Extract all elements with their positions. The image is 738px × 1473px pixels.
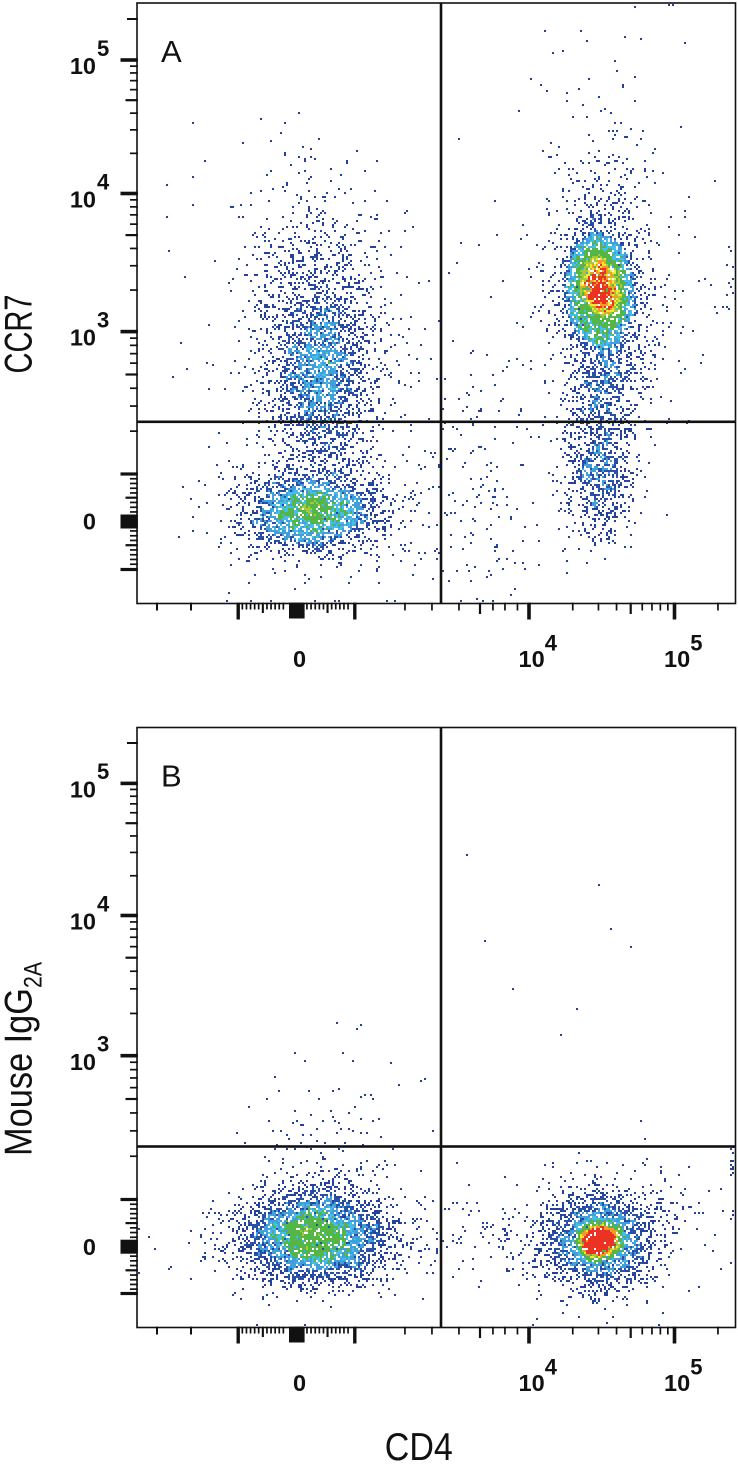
- svg-text:10: 10: [70, 777, 96, 803]
- svg-text:CCR7: CCR7: [0, 295, 41, 374]
- svg-text:10: 10: [70, 325, 96, 351]
- svg-text:5: 5: [690, 630, 702, 655]
- svg-text:5: 5: [97, 36, 109, 61]
- svg-text:CD4: CD4: [385, 1426, 453, 1468]
- svg-text:10: 10: [70, 1049, 96, 1075]
- svg-text:5: 5: [690, 1354, 702, 1379]
- svg-text:0: 0: [83, 509, 96, 535]
- svg-text:4: 4: [97, 169, 110, 194]
- svg-text:10: 10: [519, 646, 545, 672]
- svg-text:4: 4: [545, 1354, 558, 1379]
- svg-text:Mouse IgG2A: Mouse IgG2A: [0, 962, 48, 1156]
- svg-text:5: 5: [97, 759, 109, 784]
- svg-text:3: 3: [97, 307, 109, 332]
- svg-text:10: 10: [70, 53, 96, 79]
- svg-text:3: 3: [97, 1032, 109, 1057]
- svg-text:10: 10: [519, 1370, 545, 1396]
- svg-text:10: 10: [664, 1370, 690, 1396]
- svg-text:0: 0: [293, 646, 306, 672]
- svg-text:4: 4: [545, 630, 558, 655]
- svg-text:10: 10: [664, 646, 690, 672]
- svg-text:B: B: [161, 759, 182, 794]
- svg-text:0: 0: [293, 1370, 306, 1396]
- svg-text:10: 10: [70, 909, 96, 935]
- svg-text:0: 0: [83, 1234, 96, 1260]
- svg-text:A: A: [161, 34, 182, 69]
- svg-text:4: 4: [97, 891, 110, 916]
- svg-text:10: 10: [70, 187, 96, 213]
